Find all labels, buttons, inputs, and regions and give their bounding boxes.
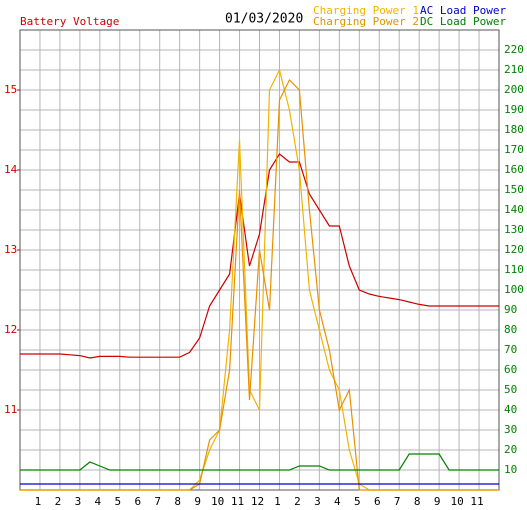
y2-tick-label: 150 — [504, 183, 524, 196]
x-tick-label: 11 — [470, 495, 483, 508]
y2-tick-label: 220 — [504, 43, 524, 56]
x-tick-label: 7 — [154, 495, 161, 508]
y2-tick-label: 170 — [504, 143, 524, 156]
x-tick-label: 10 — [450, 495, 463, 508]
x-tick-label: 10 — [211, 495, 224, 508]
y2-tick-label: 160 — [504, 163, 524, 176]
legend-entry: Charging Power 1 — [313, 4, 419, 17]
y2-tick-label: 30 — [504, 423, 517, 436]
series-line — [20, 78, 499, 491]
x-tick-label: 12 — [251, 495, 264, 508]
y2-tick-label: 50 — [504, 383, 517, 396]
y2-tick-label: 20 — [504, 443, 517, 456]
y2-tick-label: 60 — [504, 363, 517, 376]
y2-tick-label: 200 — [504, 83, 524, 96]
x-tick-label: 9 — [194, 495, 201, 508]
x-tick-label: 8 — [174, 495, 181, 508]
x-tick-label: 1 — [274, 495, 281, 508]
y-tick-label: 11 — [4, 403, 17, 416]
y2-tick-label: 90 — [504, 303, 517, 316]
series-line — [20, 153, 499, 359]
x-tick-label: 5 — [114, 495, 121, 508]
legend-entry: Charging Power 2 — [313, 15, 419, 28]
y-tick-label: 15 — [4, 83, 17, 96]
x-tick-label: 6 — [134, 495, 141, 508]
x-tick-label: 4 — [334, 495, 341, 508]
y2-tick-label: 140 — [504, 203, 524, 216]
x-tick-label: 1 — [35, 495, 42, 508]
x-tick-label: 7 — [394, 495, 401, 508]
x-tick-label: 6 — [374, 495, 381, 508]
y2-tick-label: 40 — [504, 403, 517, 416]
x-tick-label: 2 — [55, 495, 62, 508]
x-tick-label: 8 — [414, 495, 421, 508]
y2-tick-label: 100 — [504, 283, 524, 296]
y2-tick-label: 10 — [504, 463, 517, 476]
y2-tick-label: 210 — [504, 63, 524, 76]
x-tick-label: 3 — [75, 495, 82, 508]
y2-tick-label: 120 — [504, 243, 524, 256]
y2-tick-label: 130 — [504, 223, 524, 236]
legend-entry: DC Load Power — [420, 15, 506, 28]
legend-entry: AC Load Power — [420, 4, 506, 17]
x-tick-label: 4 — [95, 495, 102, 508]
x-tick-label: 11 — [231, 495, 244, 508]
y-tick-label: 13 — [4, 243, 17, 256]
y2-tick-label: 180 — [504, 123, 524, 136]
chart-title: 01/03/2020 — [225, 12, 303, 27]
y2-tick-label: 190 — [504, 103, 524, 116]
y-tick-label: 14 — [4, 163, 18, 176]
y2-tick-label: 110 — [504, 263, 524, 276]
y-tick-label: 12 — [4, 323, 17, 336]
y2-tick-label: 80 — [504, 323, 517, 336]
x-tick-label: 2 — [294, 495, 301, 508]
series-line — [20, 453, 499, 471]
x-tick-label: 5 — [354, 495, 361, 508]
x-tick-label: 9 — [434, 495, 441, 508]
y2-tick-label: 70 — [504, 343, 517, 356]
legend-entry: Battery Voltage — [20, 15, 119, 28]
plot-frame — [19, 29, 500, 491]
x-tick-label: 3 — [314, 495, 321, 508]
